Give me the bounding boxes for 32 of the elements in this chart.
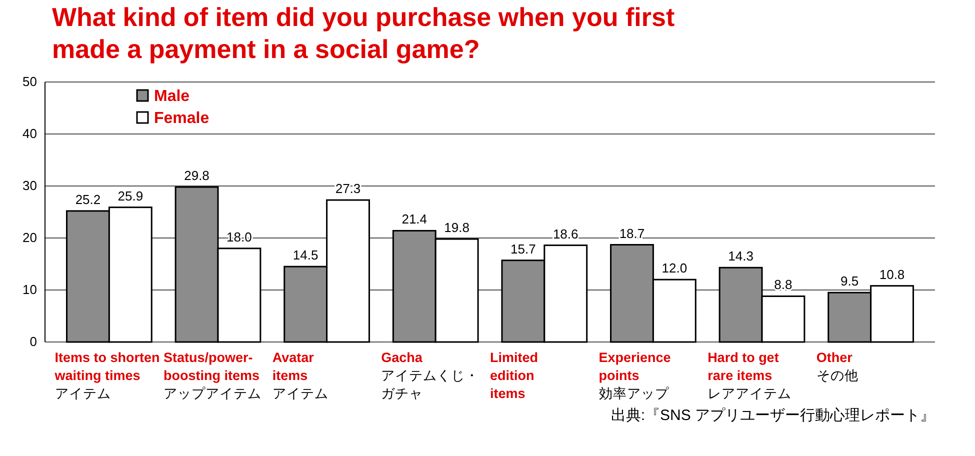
y-tick-label: 20 — [22, 230, 37, 245]
data-label: 15.7 — [510, 241, 536, 256]
legend-label: Male — [154, 88, 190, 105]
data-label: 14.3 — [728, 248, 754, 264]
x-tick-label: Status/power- boosting items アップアイテム — [164, 350, 262, 401]
data-label: 25.2 — [75, 192, 101, 207]
data-label: 21.4 — [402, 212, 428, 227]
data-label: 8.8 — [774, 277, 792, 292]
data-label: 29.8 — [184, 168, 210, 184]
chart-title: What kind of item did you purchase when you first made a payment in a social game? — [52, 2, 675, 64]
data-label: 12.0 — [662, 260, 688, 276]
x-tick-label: Experience points 効率アップ — [598, 350, 672, 401]
x-tick-label: Limited edition items — [490, 350, 538, 401]
data-label: 25.9 — [118, 188, 144, 204]
data-label: 14.5 — [292, 248, 318, 263]
y-tick-label: 0 — [30, 334, 37, 349]
source-note: 出典:『SNS アプリユーザー行動心理レポート』 — [610, 407, 935, 424]
data-label: 18.7 — [619, 226, 645, 241]
data-label: 9.5 — [840, 274, 859, 289]
data-label: 18.6 — [552, 226, 578, 242]
x-tick-label: Avatar items アイテム — [272, 350, 328, 401]
x-tick-label: Hard to get rare items レアアイテム — [708, 350, 792, 401]
x-tick-label: Items to shorten waiting times アイテム — [54, 350, 160, 401]
legend-label: Female — [154, 110, 210, 127]
x-tick-label: Other その他 — [816, 350, 858, 383]
data-label: 19.8 — [444, 220, 470, 236]
data-label: 10.8 — [879, 266, 905, 282]
y-tick-label: 50 — [22, 74, 37, 89]
y-tick-label: 40 — [22, 126, 37, 141]
x-tick-label: Gacha アイテムくじ・ガチャ — [381, 350, 480, 401]
y-tick-label: 10 — [22, 282, 37, 297]
y-tick-label: 30 — [22, 178, 37, 193]
